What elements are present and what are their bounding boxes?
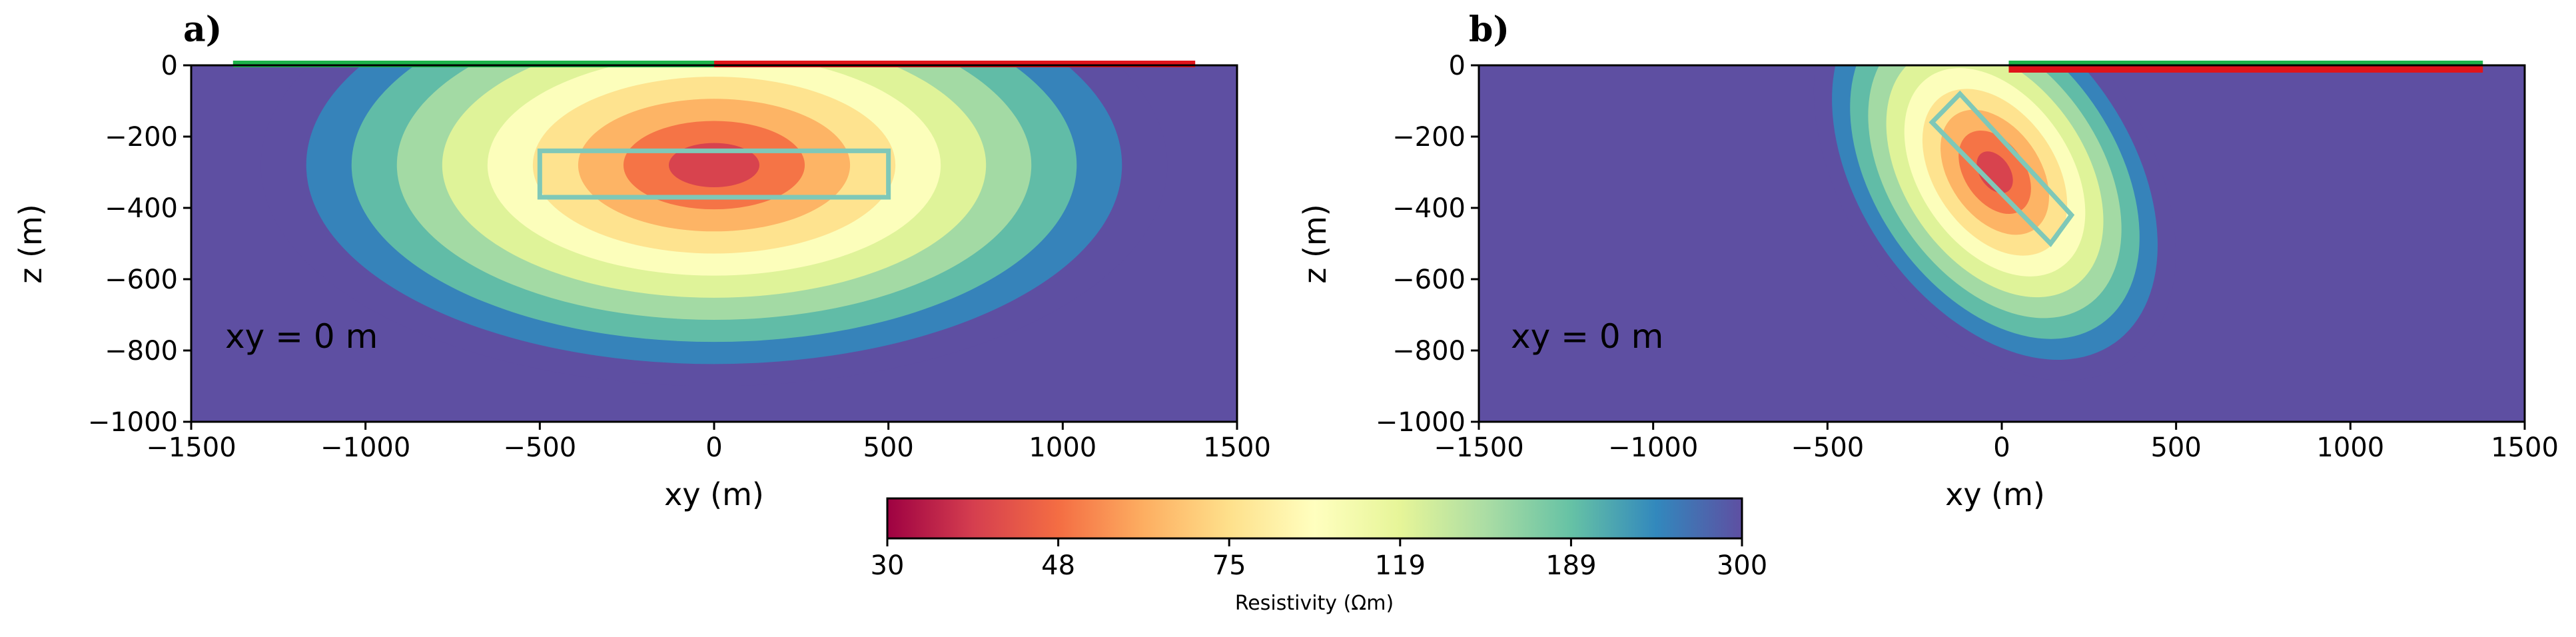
- y-tick-label: −800: [1392, 336, 1466, 366]
- target-box-b: [1929, 90, 2075, 247]
- colorbar-tick-label: 119: [1375, 550, 1426, 581]
- y-tick-label: −1000: [88, 407, 178, 438]
- y-axis-label-b: z (m): [1297, 204, 1333, 283]
- x-tick-label: −1000: [1608, 432, 1698, 463]
- x-tick-label: −1500: [1434, 432, 1523, 463]
- y-tick-label: 0: [161, 51, 178, 81]
- panel-a: a) −1500 −1000 −500 0 500 1000 1500 0−200−400−…: [13, 9, 1271, 512]
- x-tick-label: 1000: [1029, 432, 1096, 463]
- colorbar-tick-label: 30: [871, 550, 905, 581]
- x-tick-label: 1500: [1203, 432, 1271, 463]
- target-box-a: [537, 148, 891, 200]
- y-axis-ticks-a: 0 −200 −400 −600 −800 −1000: [88, 51, 191, 438]
- field-layer-9: [1976, 151, 2013, 193]
- x-tick-label: 0: [705, 432, 722, 463]
- x-tick-label: 1000: [2316, 432, 2384, 463]
- resistivity-field-b: [1813, 65, 2176, 381]
- x-tick-label: −500: [503, 432, 576, 463]
- x-axis-ticks-a: −1500 −1000 −500 0 500 1000 1500: [146, 422, 1271, 463]
- colorbar-title: Resistivity (Ωm): [1235, 592, 1394, 615]
- panel-label-a: a): [183, 9, 222, 50]
- x-tick-label: 1500: [2491, 432, 2559, 463]
- x-axis-label-a: xy (m): [664, 476, 764, 512]
- colorbar-tick-label: 300: [1717, 550, 1767, 581]
- y-tick-label: −600: [105, 265, 178, 295]
- y-axis-ticks-b: 0 −200 −400 −600 −800 −1000: [1376, 51, 1479, 438]
- resistivity-field-a: [260, 65, 1168, 386]
- y-tick-label: −600: [1392, 265, 1466, 295]
- x-tick-label: −1000: [320, 432, 410, 463]
- y-tick-label: −400: [105, 193, 178, 224]
- y-tick-label: −200: [105, 122, 178, 153]
- annotation-b: xy = 0 m: [1511, 317, 1663, 356]
- colorbar-ticks: 30 48 75 119 189 300: [871, 538, 1767, 581]
- colorbar: 30 48 75 119 189 300 Resistivity (Ωm): [871, 497, 1767, 615]
- colorbar-tick-label: 189: [1545, 550, 1596, 581]
- x-tick-label: 500: [2150, 432, 2201, 463]
- x-tick-label: 500: [863, 432, 913, 463]
- x-tick-label: 0: [1993, 432, 2010, 463]
- x-tick-label: −500: [1791, 432, 1864, 463]
- colorbar-tick-label: 48: [1041, 550, 1075, 581]
- y-axis-label-a: z (m): [13, 204, 49, 283]
- x-tick-label: −1500: [146, 432, 236, 463]
- annotation-a: xy = 0 m: [225, 317, 378, 356]
- y-tick-label: −1000: [1376, 407, 1466, 438]
- y-tick-label: −200: [1392, 122, 1466, 153]
- field-layer-9: [668, 143, 760, 187]
- y-tick-label: 0: [1449, 51, 1466, 81]
- panel-b: b) −1500 −1000 −500 0 500 1000 1500 0−200−400−…: [1297, 9, 2559, 512]
- y-tick-label: −400: [1392, 193, 1466, 224]
- colorbar-tick-label: 75: [1212, 550, 1246, 581]
- x-axis-ticks-b: −1500 −1000 −500 0 500 1000 1500: [1434, 422, 2559, 463]
- x-axis-label-b: xy (m): [1945, 476, 2045, 512]
- y-tick-label: −800: [105, 336, 178, 366]
- panel-label-b: b): [1469, 9, 1509, 50]
- colorbar-gradient: [886, 497, 1743, 540]
